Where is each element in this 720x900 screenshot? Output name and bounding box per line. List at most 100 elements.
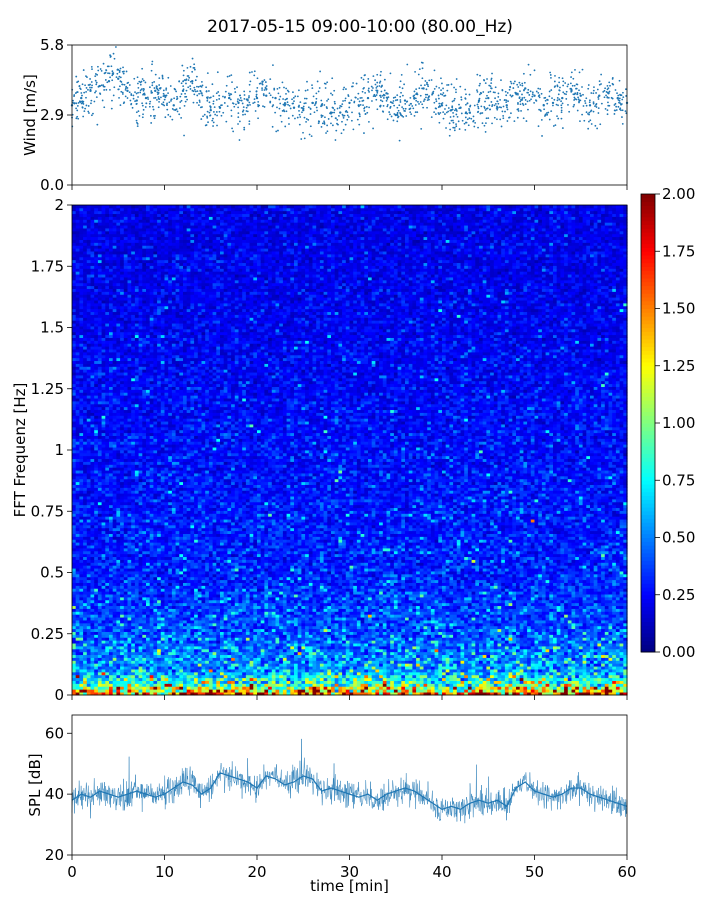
spectrogram-cell <box>72 487 77 491</box>
wind-point <box>309 125 312 128</box>
spectrogram-cell <box>75 205 80 209</box>
spectrogram-cell <box>142 236 147 240</box>
spectrogram-cell <box>120 510 125 514</box>
wind-point <box>169 85 172 87</box>
wind-point <box>346 118 349 121</box>
wind-point <box>324 87 327 89</box>
spectrogram-cell <box>138 533 143 537</box>
spectrogram-cell <box>112 634 117 638</box>
wind-point <box>93 100 96 103</box>
wind-point <box>362 104 364 106</box>
spectrogram-cell <box>72 475 77 480</box>
wind-point <box>197 104 200 107</box>
spectrogram-cell <box>83 222 88 226</box>
spectrogram-cell <box>123 210 129 215</box>
spectrogram-cell <box>86 550 92 555</box>
wind-point <box>208 111 211 114</box>
spectrogram-cell <box>131 556 136 560</box>
spectrogram-cell <box>101 291 106 295</box>
spectrogram-cell <box>134 594 140 598</box>
wind-point <box>402 115 405 118</box>
spectrogram-cell <box>127 233 132 238</box>
spectrogram-cell <box>131 608 136 612</box>
spectrogram-cell <box>94 689 99 693</box>
wind-point <box>209 114 211 117</box>
spectrogram-cell <box>86 207 92 212</box>
spectrogram-cell <box>116 657 121 661</box>
spectrogram-cell <box>83 562 88 566</box>
spectrogram-cell <box>79 401 84 405</box>
spectrogram-cell <box>142 265 147 269</box>
spectrogram-cell <box>146 677 151 681</box>
spectrogram-cell <box>83 499 88 503</box>
wind-point <box>128 84 131 86</box>
spectrogram-cell <box>86 651 92 656</box>
wind-point <box>111 74 114 77</box>
spectrogram-cell <box>75 285 80 289</box>
wind-point <box>135 103 138 105</box>
wind-point <box>330 112 332 115</box>
spectrogram-cell <box>83 343 88 347</box>
spectrogram-cell <box>116 303 121 307</box>
spectrogram-cell <box>109 669 114 673</box>
wind-point <box>606 109 609 112</box>
wind-point <box>141 78 144 80</box>
spectrogram-cell <box>94 389 99 393</box>
wind-point <box>593 86 595 89</box>
spectrogram-cell <box>120 334 125 338</box>
wind-point <box>363 109 366 112</box>
spectrogram-cell <box>134 473 140 477</box>
spectrogram-cell <box>134 519 140 523</box>
wind-point <box>124 87 127 90</box>
wind-point <box>170 100 172 102</box>
spectrogram-cell <box>90 625 95 630</box>
wind-point <box>315 106 318 109</box>
spectrogram-cell <box>146 654 151 658</box>
spectrogram-cell <box>97 242 103 246</box>
spectrogram-cell <box>127 542 132 546</box>
spectrogram-cell <box>72 245 77 249</box>
spectrogram-cell <box>112 236 117 240</box>
wind-point <box>231 81 233 84</box>
wind-point <box>156 93 159 96</box>
spectrogram-cell <box>142 625 147 630</box>
wind-point <box>500 125 503 128</box>
wind-point <box>376 91 379 94</box>
spectrogram-cell <box>86 481 92 485</box>
spectrogram-cell <box>134 432 140 436</box>
spectrogram-cell <box>83 527 88 532</box>
spectrogram-cell <box>112 409 117 413</box>
wind-point <box>76 81 78 84</box>
spectrogram-cell <box>75 349 80 353</box>
wind-point <box>516 92 519 95</box>
spectrogram-cell <box>72 599 77 604</box>
wind-point <box>452 112 454 114</box>
spectrogram-cell <box>94 311 99 315</box>
spectrogram-cell <box>134 640 140 644</box>
spectrogram-cell <box>75 331 80 336</box>
spectrogram-cell <box>138 369 143 373</box>
wind-point <box>411 105 414 107</box>
spectrogram-cell <box>75 599 80 604</box>
spectrogram-cell <box>94 450 99 454</box>
wind-point <box>292 91 294 94</box>
spectrogram-cell <box>134 305 140 310</box>
spectrogram-cell <box>72 213 77 217</box>
spectrogram-cell <box>101 337 106 341</box>
spectrogram-cell <box>105 464 110 468</box>
spectrogram-cell <box>142 507 147 511</box>
spectrogram-cell <box>138 501 143 506</box>
spectrogram-cell <box>131 683 136 687</box>
spectrogram-cell <box>97 303 103 307</box>
spectrogram-cell <box>109 213 114 217</box>
spectrogram-cell <box>83 441 88 445</box>
spectrogram-cell <box>131 308 136 313</box>
spectrogram-cell <box>86 692 92 696</box>
spectrogram-cell <box>105 651 110 656</box>
wind-point <box>366 96 370 100</box>
spectrogram-cell <box>112 620 117 624</box>
spectrogram-cell <box>123 328 129 333</box>
wind-point <box>282 98 284 100</box>
spectrogram-cell <box>105 372 110 376</box>
spectrogram-cell <box>120 285 125 289</box>
